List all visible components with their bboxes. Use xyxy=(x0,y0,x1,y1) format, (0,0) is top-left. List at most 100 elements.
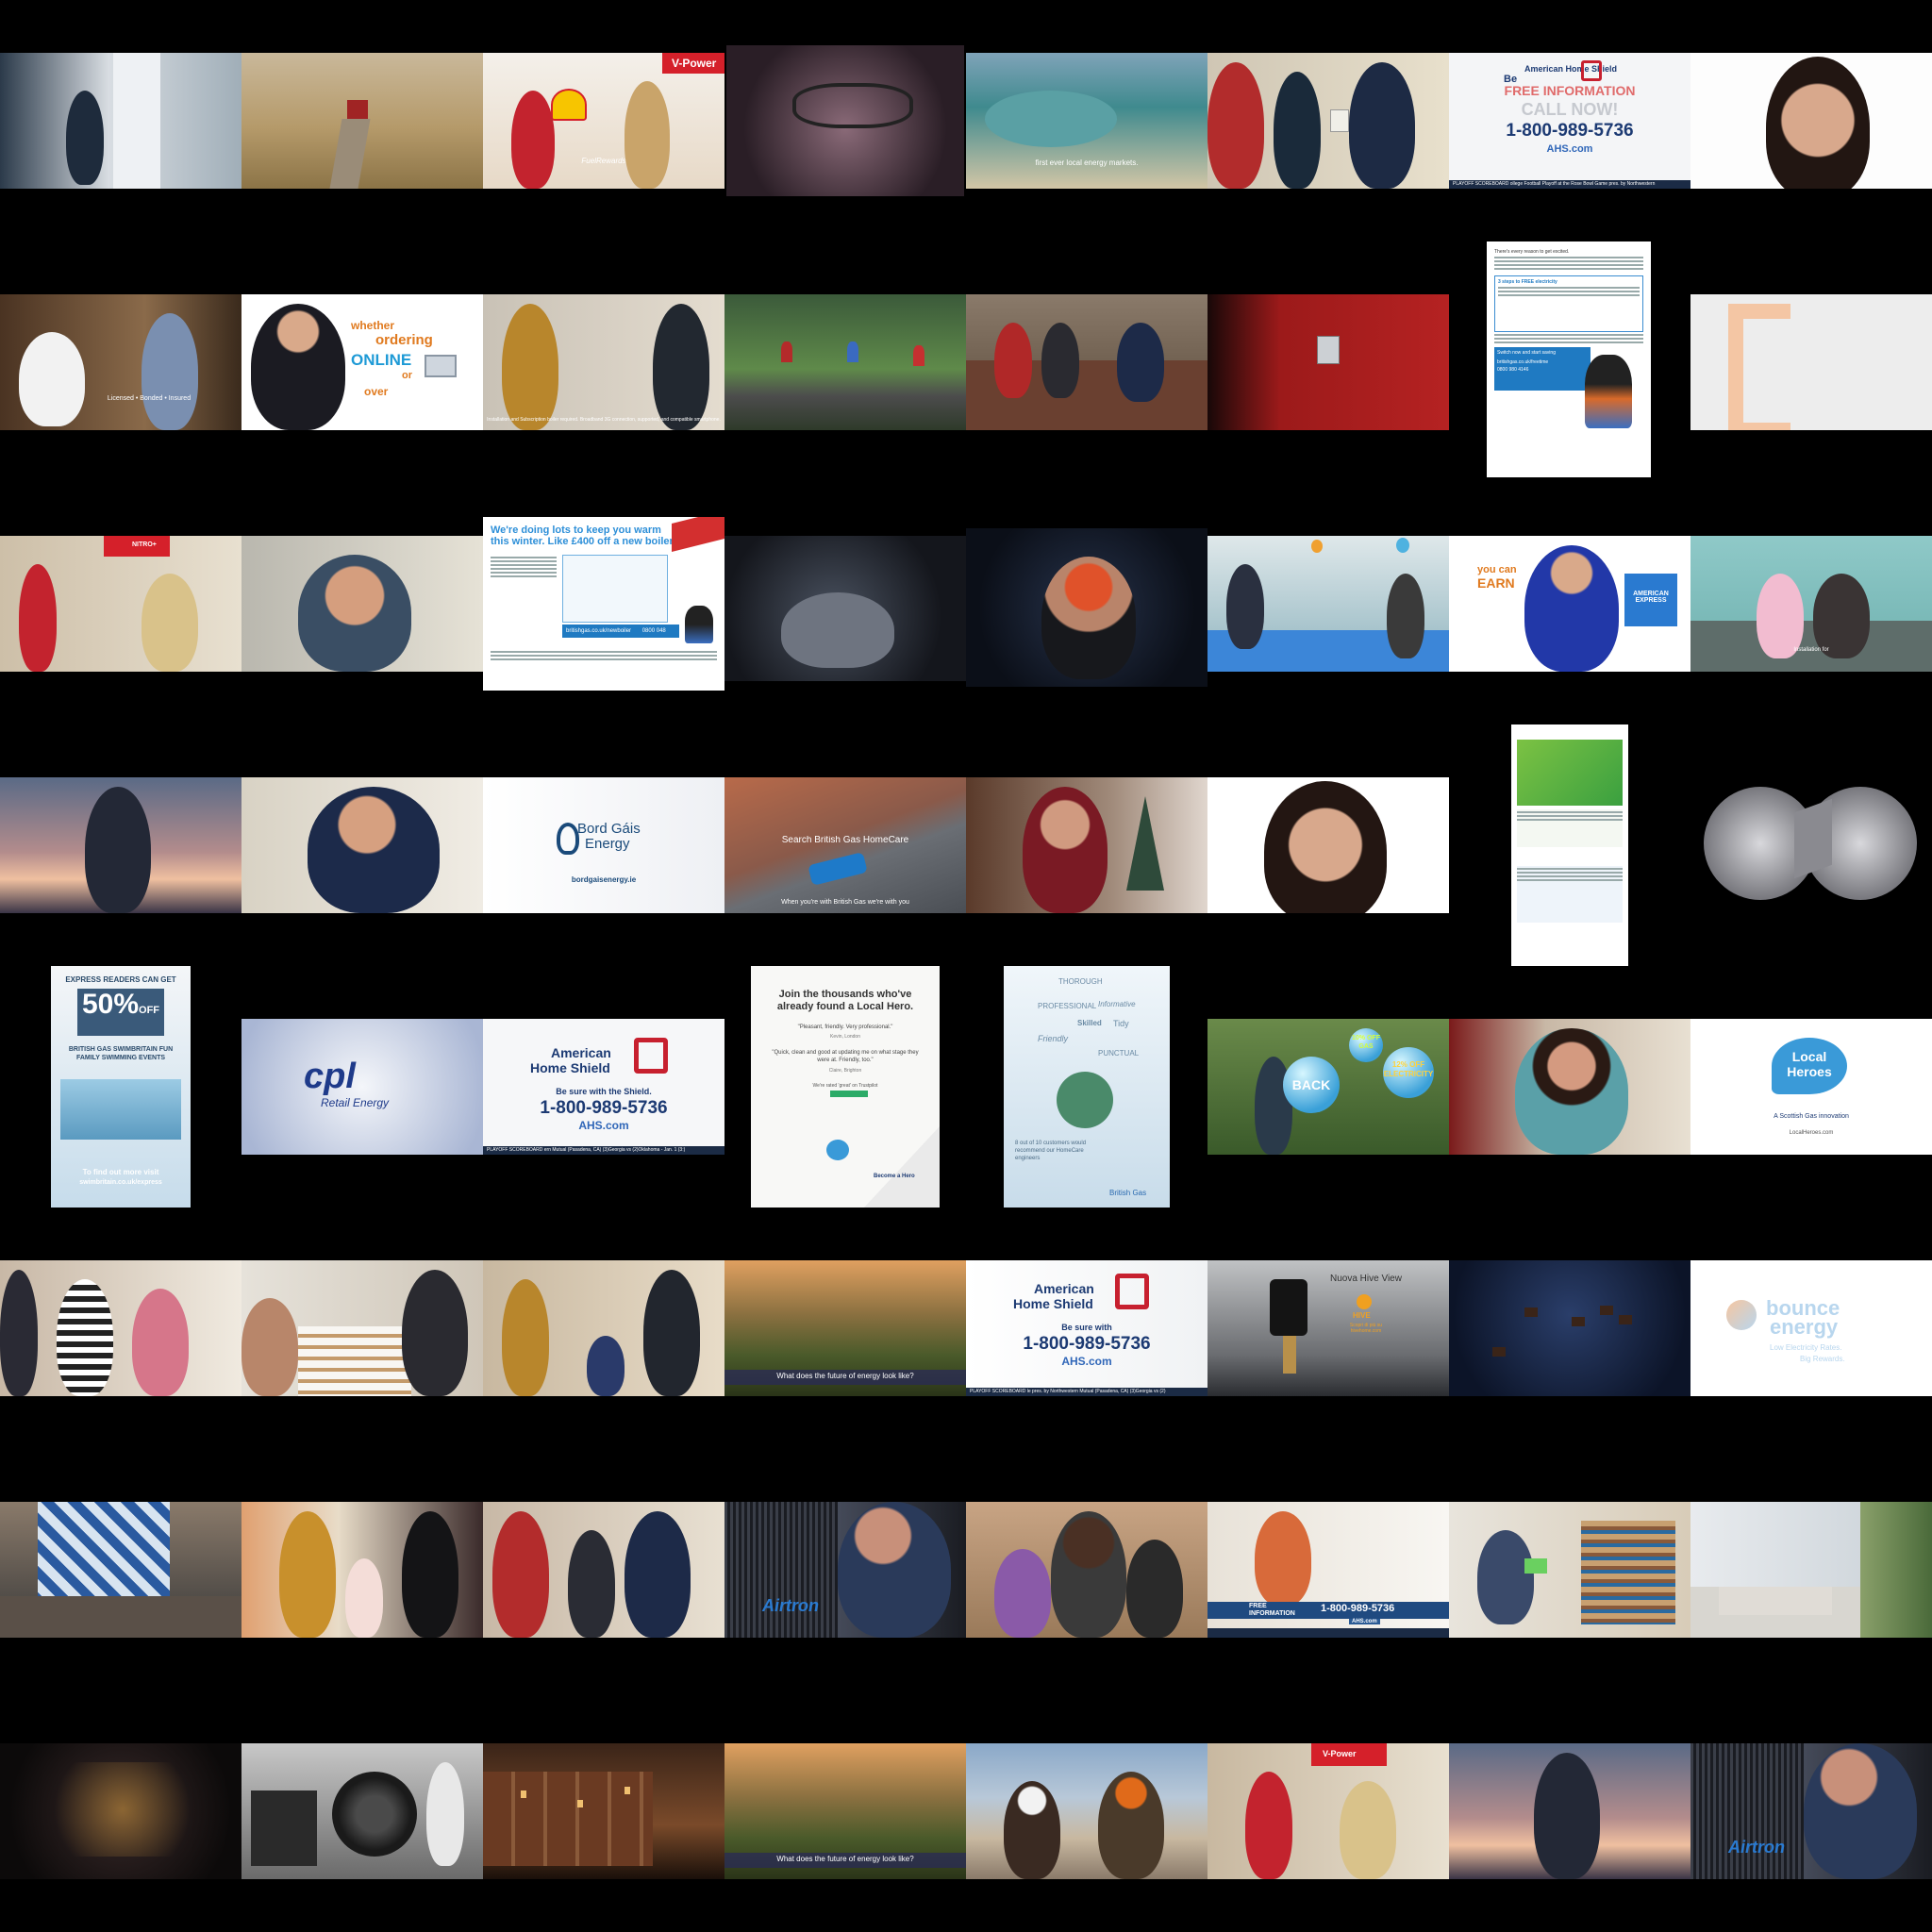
thumb-r4-c7[interactable]: Local Heroes A Scottish Gas innovation L… xyxy=(1690,966,1932,1208)
amex-logo-top: AMERICAN xyxy=(1633,591,1669,597)
bord-gais-flame-icon xyxy=(557,823,579,855)
thumb-r7-c4[interactable] xyxy=(966,1690,1208,1932)
thumb-r4-c6[interactable] xyxy=(1449,966,1690,1208)
bounce-tag1: Low Electricity Rates. xyxy=(1770,1343,1842,1352)
local-hero-quote1: "Pleasant, friendly. Very professional." xyxy=(797,1024,893,1030)
ahs-house-icon xyxy=(1115,1274,1149,1309)
thumb-r4-c0[interactable]: EXPRESS READERS CAN GET 50%OFF BRITISH G… xyxy=(0,966,242,1208)
thumb-r2-c0[interactable]: NITRO+ xyxy=(0,483,242,724)
bg-word-thorough: THOROUGH xyxy=(1058,977,1103,986)
thumb-r5-c4[interactable]: American Home Shield Be sure with 1-800-… xyxy=(966,1208,1208,1449)
thumb-r4-c5[interactable]: BACK 10% OFF GAS 12% OFF ELECTRICITY xyxy=(1208,966,1449,1208)
thumb-r1-c7[interactable] xyxy=(1690,242,1932,483)
nitro-sign: NITRO+ xyxy=(132,541,157,548)
hive-title: Nuova Hive View xyxy=(1330,1274,1402,1284)
ahs-ticker: PLAYOFF SCOREBOARD ollege Football Playo… xyxy=(1449,180,1690,189)
thumb-r7-c0[interactable] xyxy=(0,1690,242,1932)
thumb-r5-c5[interactable]: Nuova Hive View HIVE Scopri di più su hi… xyxy=(1208,1208,1449,1449)
bounce-line2: energy xyxy=(1770,1315,1839,1339)
thumb-r5-c2[interactable] xyxy=(483,1208,724,1449)
thumb-r7-c7[interactable]: Airtron xyxy=(1690,1690,1932,1932)
thumb-r5-c6[interactable] xyxy=(1449,1208,1690,1449)
cpl-logo: cpl xyxy=(304,1057,356,1096)
local-heroes-url: LocalHeroes.com xyxy=(1789,1130,1834,1136)
cash-back-offer2: 12% OFF ELECTRICITY xyxy=(1383,1060,1434,1078)
thumb-r4-c1[interactable]: cpl Retail Energy xyxy=(242,966,483,1208)
ahs-info: INFORMATION xyxy=(1249,1610,1295,1617)
thumb-r5-c1[interactable] xyxy=(242,1208,483,1449)
bg-words-stat: 8 out of 10 customers would recommend ou… xyxy=(1015,1141,1087,1161)
thumb-r2-c2[interactable]: We're doing lots to keep you warm this w… xyxy=(483,483,724,724)
thumb-r4-c4[interactable]: THOROUGH PROFESSIONAL Informative Skille… xyxy=(966,966,1208,1208)
thumb-r3-c6[interactable] xyxy=(1449,724,1690,966)
thumb-r1-c6[interactable]: There's every reason to get excited. 3 s… xyxy=(1449,242,1690,483)
thumb-r3-c7[interactable] xyxy=(1690,724,1932,966)
thumb-r6-c6[interactable] xyxy=(1449,1449,1690,1690)
thumb-r3-c4[interactable] xyxy=(966,724,1208,966)
thumb-r7-c3[interactable]: What does the future of energy look like… xyxy=(724,1690,966,1932)
local-heroes-logo2: Heroes xyxy=(1787,1064,1832,1079)
thumb-r3-c3[interactable]: Search British Gas HomeCare When you're … xyxy=(724,724,966,966)
thumb-r6-c1[interactable] xyxy=(242,1449,483,1690)
express-url: swimbritain.co.uk/express xyxy=(79,1179,162,1186)
thumb-r2-c3[interactable] xyxy=(724,483,966,724)
ahs-house-icon xyxy=(634,1038,668,1074)
thumb-r2-c5[interactable] xyxy=(1208,483,1449,724)
thumb-r0-c7[interactable] xyxy=(1690,0,1932,242)
energy-markets-caption: first ever local energy markets. xyxy=(1035,158,1139,167)
thumb-r6-c2[interactable] xyxy=(483,1449,724,1690)
thumb-r6-c3[interactable]: Airtron xyxy=(724,1449,966,1690)
ahs-title1: American xyxy=(551,1045,611,1060)
cpl-sub: Retail Energy xyxy=(321,1096,390,1109)
thumb-r6-c7[interactable] xyxy=(1690,1449,1932,1690)
installation-caption: Installation for xyxy=(1793,647,1829,653)
thumb-r7-c6[interactable] xyxy=(1449,1690,1690,1932)
thumb-r0-c2[interactable]: V-Power FuelRewards xyxy=(483,0,724,242)
thumb-r4-c3[interactable]: Join the thousands who've already found … xyxy=(724,966,966,1208)
future-energy-caption: What does the future of energy look like… xyxy=(776,1372,914,1380)
thumb-r5-c7[interactable]: bounce energy Low Electricity Rates. Big… xyxy=(1690,1208,1932,1449)
thumb-r3-c2[interactable]: Bord Gáis Energy bordgaisenergy.ie xyxy=(483,724,724,966)
thumb-r1-c4[interactable] xyxy=(966,242,1208,483)
thumb-r6-c0[interactable] xyxy=(0,1449,242,1690)
thumb-r0-c4[interactable]: first ever local energy markets. xyxy=(966,0,1208,242)
freetime-switch: Switch now and start saving xyxy=(1497,350,1556,356)
thumb-r4-c2[interactable]: American Home Shield Be sure with the Sh… xyxy=(483,966,724,1208)
thumb-r0-c0[interactable] xyxy=(0,0,242,242)
thumb-r6-c4[interactable] xyxy=(966,1449,1208,1690)
thumb-r2-c4[interactable] xyxy=(966,483,1208,724)
trustpilot-stars-icon xyxy=(830,1091,868,1097)
thumb-r2-c1[interactable] xyxy=(242,483,483,724)
amex-logo-bottom: EXPRESS xyxy=(1635,597,1667,604)
thumb-r3-c5[interactable] xyxy=(1208,724,1449,966)
thumb-r1-c1[interactable]: whether ordering ONLINE or over xyxy=(242,242,483,483)
thumb-r1-c5[interactable] xyxy=(1208,242,1449,483)
homecare-search: Search British Gas HomeCare xyxy=(781,836,909,845)
thumb-r1-c3[interactable] xyxy=(724,242,966,483)
thumb-r6-c5[interactable]: FREE INFORMATION 1-800-989-5736 AHS.com xyxy=(1208,1449,1449,1690)
bg-word-informative: Informative xyxy=(1098,1000,1136,1008)
ahs-house-icon xyxy=(1581,60,1602,81)
boiler-url: britishgas.co.uk/newboiler xyxy=(566,628,632,634)
thumb-r0-c3[interactable] xyxy=(724,0,966,242)
bg-word-tidy: Tidy xyxy=(1113,1019,1129,1028)
thumb-r7-c2[interactable] xyxy=(483,1690,724,1932)
online-over: over xyxy=(364,385,389,398)
thumb-r5-c0[interactable] xyxy=(0,1208,242,1449)
thumb-r0-c1[interactable] xyxy=(242,0,483,242)
thumb-r7-c1[interactable] xyxy=(242,1690,483,1932)
thumb-r7-c5[interactable]: V-Power xyxy=(1208,1690,1449,1932)
local-heroes-sub: A Scottish Gas innovation xyxy=(1774,1113,1849,1120)
thumb-r0-c6[interactable]: American Home Shield Be FREE INFORMATION… xyxy=(1449,0,1690,242)
thumb-r5-c3[interactable]: What does the future of energy look like… xyxy=(724,1208,966,1449)
thumb-r3-c0[interactable] xyxy=(0,724,242,966)
thumb-r1-c2[interactable]: Installation and Subscription boiler req… xyxy=(483,242,724,483)
thumb-r2-c6[interactable]: you can EARN AMERICAN EXPRESS xyxy=(1449,483,1690,724)
thumb-r3-c1[interactable] xyxy=(242,724,483,966)
thumb-r0-c5[interactable] xyxy=(1208,0,1449,242)
thumb-r2-c7[interactable]: Installation for xyxy=(1690,483,1932,724)
cash-back-offer1: 10% OFF GAS xyxy=(1352,1035,1380,1050)
thumb-r1-c0[interactable]: Licensed • Bonded • Insured xyxy=(0,242,242,483)
freetime-url: britishgas.co.uk/freetime xyxy=(1497,359,1549,365)
